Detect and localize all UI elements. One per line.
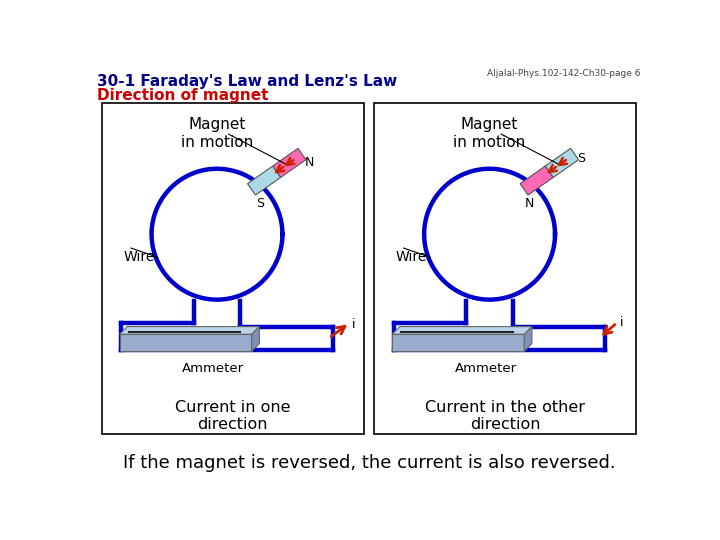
Polygon shape [520, 166, 553, 195]
Text: If the magnet is reversed, the current is also reversed.: If the magnet is reversed, the current i… [122, 454, 616, 471]
Polygon shape [545, 148, 578, 177]
Bar [102, 103, 364, 434]
Polygon shape [273, 148, 306, 177]
Polygon shape [392, 334, 524, 351]
Bar [374, 103, 636, 434]
Polygon shape [120, 334, 252, 351]
Text: 30-1 Faraday's Law and Lenz's Law: 30-1 Faraday's Law and Lenz's Law [97, 74, 397, 89]
Polygon shape [392, 327, 532, 334]
Text: i: i [352, 318, 356, 331]
Polygon shape [524, 327, 532, 351]
Text: Ammeter: Ammeter [454, 362, 517, 375]
Text: S: S [577, 152, 585, 165]
Polygon shape [248, 166, 281, 195]
Text: Wire: Wire [123, 249, 155, 264]
Text: Direction of magnet: Direction of magnet [97, 88, 269, 103]
Polygon shape [120, 327, 259, 334]
Text: Aljalal-Phys.102-142-Ch30-page 6: Aljalal-Phys.102-142-Ch30-page 6 [487, 69, 641, 78]
Text: Magnet
in motion: Magnet in motion [454, 117, 526, 150]
Text: S: S [256, 197, 264, 210]
Text: i: i [620, 316, 624, 329]
Text: N: N [525, 197, 534, 210]
Text: N: N [305, 157, 314, 170]
Text: Current in one
direction: Current in one direction [175, 400, 290, 432]
Polygon shape [252, 327, 259, 351]
Text: Magnet
in motion: Magnet in motion [181, 117, 253, 150]
Text: Wire: Wire [396, 249, 428, 264]
Text: Current in the other
direction: Current in the other direction [426, 400, 585, 432]
Text: Ammeter: Ammeter [182, 362, 244, 375]
